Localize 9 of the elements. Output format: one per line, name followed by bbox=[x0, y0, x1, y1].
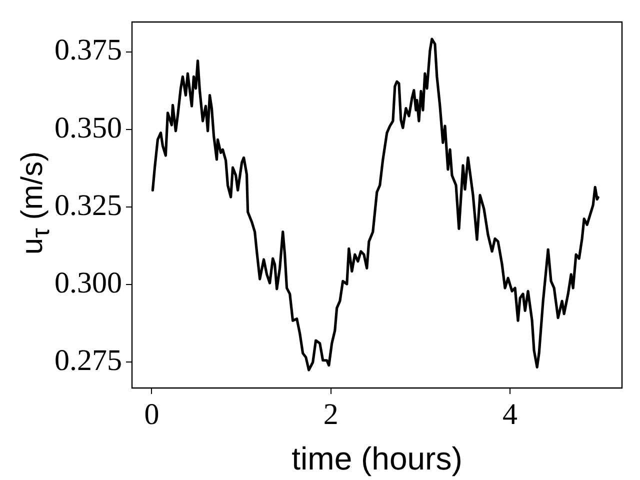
y-tick-label: 0.325 bbox=[54, 188, 122, 222]
y-tick-label: 0.300 bbox=[54, 266, 122, 300]
y-tick-label: 0.375 bbox=[54, 34, 122, 67]
x-tick-label: 2 bbox=[323, 398, 338, 431]
x-tick-label: 4 bbox=[502, 398, 518, 431]
x-tick-label: 0 bbox=[144, 398, 160, 431]
x-axis-title: time (hours) bbox=[292, 440, 462, 477]
y-tick-label: 0.275 bbox=[54, 344, 122, 378]
y-tick-label: 0.350 bbox=[54, 111, 122, 144]
